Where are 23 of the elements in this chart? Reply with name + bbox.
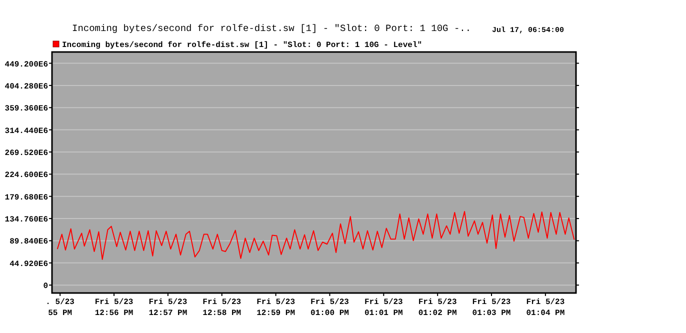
y-tick-label: 449.200E6 xyxy=(4,60,48,70)
y-tick-label: 44.920E6 xyxy=(10,260,48,269)
x-tick-label: Fri 5/23 01:03 PM xyxy=(472,298,511,318)
legend-label: Incoming bytes/second for rolfe-dist.sw [1] - "Slot: 0 Port: 1 10G - Level" xyxy=(62,41,422,50)
y-tick-label: 314.440E6 xyxy=(4,126,48,136)
x-tick-label: Fri 5/23 12:57 PM xyxy=(148,298,188,318)
chart-title: Incoming bytes/second for rolfe-dist.sw [1] - "Slot: 0 Port: 1 10G -.. xyxy=(72,23,472,34)
x-tick-label: Fri 5/23 12:59 PM xyxy=(256,298,296,318)
y-tick-label: 359.360E6 xyxy=(4,104,48,114)
y-tick-label: 0 xyxy=(43,282,48,292)
y-tick-label: 179.680E6 xyxy=(4,193,48,202)
y-tick-label: 269.520E6 xyxy=(4,148,48,158)
y-tick-label: 224.600E6 xyxy=(4,171,48,180)
x-tick-label: . 5/23 55 PM xyxy=(46,298,75,318)
x-tick-label: Fri 5/23 12:56 PM xyxy=(94,298,134,318)
x-tick-label: Fri 5/23 01:00 PM xyxy=(310,298,350,318)
y-tick-label: 89.840E6 xyxy=(10,238,48,247)
x-tick-label: Fri 5/23 01:02 PM xyxy=(418,298,457,318)
x-tick-label: Fri 5/23 01:01 PM xyxy=(364,298,404,318)
y-tick-label: 404.280E6 xyxy=(4,82,48,92)
y-tick-label: 134.760E6 xyxy=(4,216,48,225)
x-tick-label: Fri 5/23 01:04 PM xyxy=(526,298,565,318)
x-tick-label: Fri 5/23 12:58 PM xyxy=(202,298,242,318)
